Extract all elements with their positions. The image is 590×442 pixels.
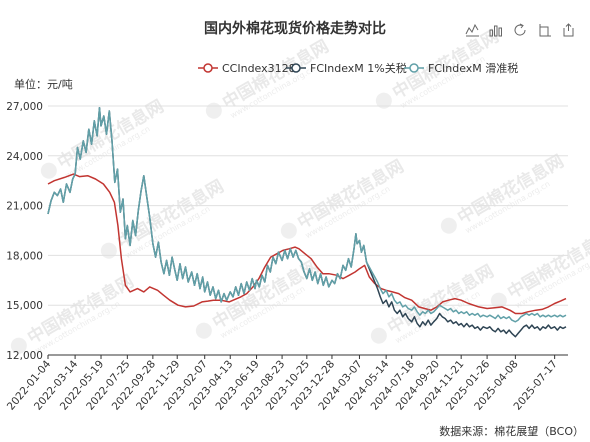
series [47,106,567,338]
toolbox [465,23,574,37]
y-tick-label: 21,000 [6,201,43,213]
watermark-text: 中国棉花信息网 [384,261,498,339]
legend-label: FCIndexM 1%关税 [310,61,407,75]
bar-chart-icon[interactable] [489,25,502,37]
legend-marker [291,63,301,73]
legend: CCIndex3128 FCIndexM 1%关税 FCIndexM 滑准税 [198,61,518,75]
legend-label: FCIndexM 滑准税 [428,61,518,75]
y-axis: 12,000 15,000 18,000 21,000 24,000 27,000 [6,101,43,362]
legend-item-FCIndexM_1pct[interactable]: FCIndexM 1%关税 [286,61,407,75]
watermark-text: 中国棉花信息网 [54,96,168,174]
legend-marker [203,63,213,73]
save-image-icon[interactable] [563,23,574,37]
data-source: 数据来源：棉花展望（BCO） [439,424,584,438]
watermark-text: 中国棉花信息网 [454,151,568,229]
legend-item-FCIndexM_sliding[interactable]: FCIndexM 滑准税 [404,61,518,75]
restore-icon[interactable] [514,23,526,36]
series-line-CCIndex3128 [47,173,567,315]
y-tick-label: 27,000 [6,101,43,113]
y-tick-label: 18,000 [6,250,43,262]
legend-item-CCIndex3128[interactable]: CCIndex3128 [198,62,296,75]
y-tick-label: 15,000 [6,300,43,312]
series-line-FCIndexM_sliding [47,106,567,323]
watermark-text: 中国棉花信息网 [209,256,323,334]
watermark: 中国棉花信息网www.cottonchina.org.cn中国棉花信息网www.… [10,26,590,355]
x-axis: 2022-01-042022-03-142022-05-192022-07-25… [5,354,568,413]
watermark-text: 中国棉花信息网 [294,156,408,234]
y-tick-label: 12,000 [6,350,43,362]
data-view-icon[interactable] [539,24,551,37]
y-tick-label: 24,000 [6,151,43,163]
line-chart-icon[interactable] [465,23,479,37]
legend-label: CCIndex3128 [222,62,296,75]
chart-title: 国内外棉花现货价格走势对比 [204,20,386,37]
unit-label: 单位：元/吨 [14,77,73,91]
legend-marker [409,63,419,73]
